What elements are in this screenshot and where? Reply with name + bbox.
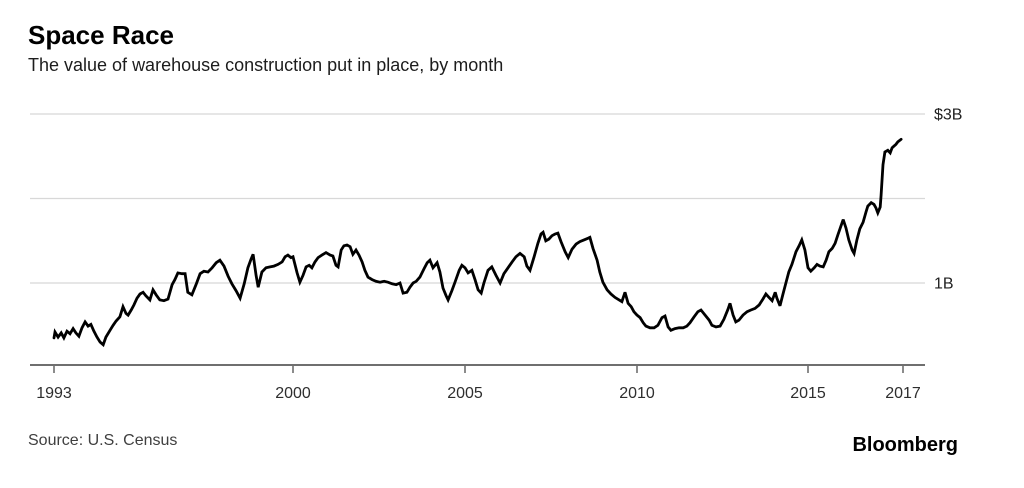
bloomberg-logo: Bloomberg: [852, 434, 958, 456]
chart-subtitle: The value of warehouse construction put …: [28, 55, 504, 75]
chart-title: Space Race: [28, 20, 174, 50]
x-axis-tick-label: 1993: [36, 385, 72, 402]
y-axis-label: $3B: [934, 107, 962, 124]
series-line: [52, 137, 903, 348]
x-axis-tick-label: 2005: [447, 385, 483, 402]
x-axis-tick-label: 2000: [275, 385, 311, 402]
x-axis-tick-label: 2015: [790, 385, 826, 402]
x-axis-tick-label: 2010: [619, 385, 655, 402]
y-axis-label: 1B: [934, 276, 954, 293]
x-axis-tick-label: 2017: [885, 385, 921, 402]
source-note: Source: U.S. Census: [28, 432, 178, 449]
